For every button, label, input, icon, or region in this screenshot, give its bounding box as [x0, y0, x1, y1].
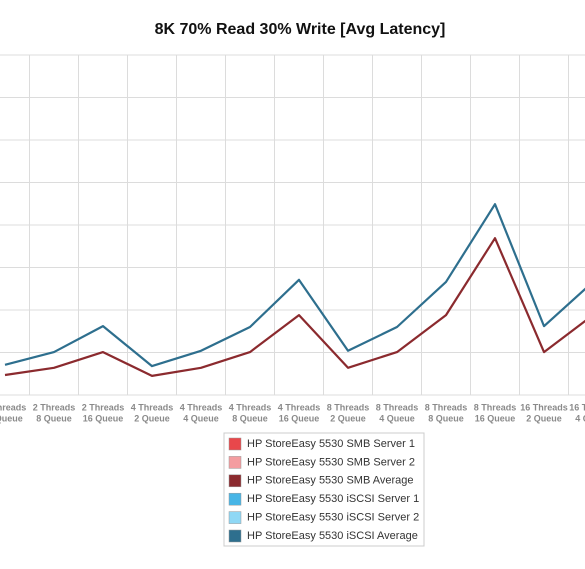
x-tick-label: 4 Threads [180, 402, 223, 412]
legend-label: HP StoreEasy 5530 iSCSI Average [247, 530, 418, 542]
x-tick-label: 16 Queue [279, 413, 320, 423]
x-tick-label: 4 Queue [575, 413, 585, 423]
legend-swatch [228, 437, 242, 451]
x-tick-label: 16 Threads [520, 402, 568, 412]
x-tick-label: 2 Queue [526, 413, 562, 423]
x-tick-label: 16 Queue [475, 413, 516, 423]
legend-label: HP StoreEasy 5530 SMB Average [247, 475, 414, 487]
x-tick-label: 16 Threads [569, 402, 585, 412]
x-tick-label: 2 Queue [134, 413, 170, 423]
x-tick-label: 4 Queue [379, 413, 415, 423]
x-tick-label: 8 Threads [376, 402, 419, 412]
legend-swatch [228, 456, 242, 469]
x-tick-label: 8 Queue [428, 413, 464, 423]
legend-swatch [228, 511, 242, 524]
x-tick-label: 8 Queue [36, 413, 72, 423]
legend-label: HP StoreEasy 5530 iSCSI Server 1 [247, 493, 419, 505]
x-tick-label: 2 Threads [82, 402, 125, 412]
x-tick-label: 4 Threads [229, 402, 272, 412]
x-tick-label: 8 Threads [474, 402, 517, 412]
x-tick-label: 2 Threads [33, 402, 76, 412]
legend-label: HP StoreEasy 5530 SMB Server 1 [247, 438, 415, 450]
legend-swatch [228, 529, 242, 543]
x-tick-label: 8 Threads [425, 402, 468, 412]
series-line [4, 203, 585, 368]
x-tick-label: 4 Threads [131, 402, 174, 412]
legend-label: HP StoreEasy 5530 SMB Server 2 [247, 456, 415, 468]
x-tick-label: 8 Queue [232, 413, 268, 423]
x-tick-label: 4 Queue [183, 413, 219, 423]
x-tick-label: 16 Queue [83, 413, 124, 423]
x-tick-label: 2 Threads [0, 402, 26, 412]
x-tick-label: 8 Threads [327, 402, 370, 412]
x-tick-label: 4 Queue [0, 413, 23, 423]
legend-swatch [228, 492, 242, 506]
chart-title: 8K 70% Read 30% Write [Avg Latency] [155, 21, 446, 38]
legend-box [223, 432, 425, 547]
x-tick-label: 4 Threads [278, 402, 321, 412]
legend-label: HP StoreEasy 5530 iSCSI Server 2 [247, 512, 419, 524]
legend-swatch [228, 474, 242, 488]
x-tick-label: 2 Queue [330, 413, 366, 423]
series-line [4, 237, 585, 377]
